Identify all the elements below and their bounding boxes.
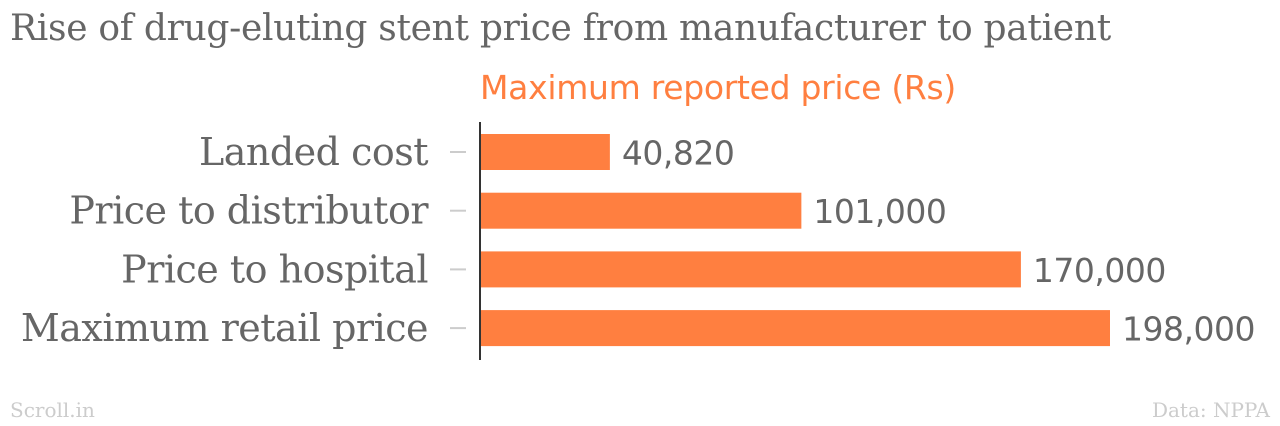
series-title: Maximum reported price (Rs) <box>480 68 957 107</box>
chart-title: Rise of drug-eluting stent price from ma… <box>10 8 1111 49</box>
category-label: Maximum retail price <box>21 306 428 350</box>
category-label: Landed cost <box>199 130 428 174</box>
data-source-label: Data: NPPA <box>1151 398 1270 422</box>
data-label: 40,820 <box>622 134 734 173</box>
bar <box>480 134 610 170</box>
data-label: 101,000 <box>813 192 946 231</box>
brand-label: Scroll.in <box>10 398 95 422</box>
category-label: Price to hospital <box>121 247 428 291</box>
bar <box>480 310 1110 347</box>
category-label: Price to distributor <box>69 189 429 233</box>
bar <box>480 251 1021 288</box>
bar <box>480 192 802 229</box>
data-label: 170,000 <box>1033 251 1166 290</box>
data-label: 198,000 <box>1122 310 1255 349</box>
